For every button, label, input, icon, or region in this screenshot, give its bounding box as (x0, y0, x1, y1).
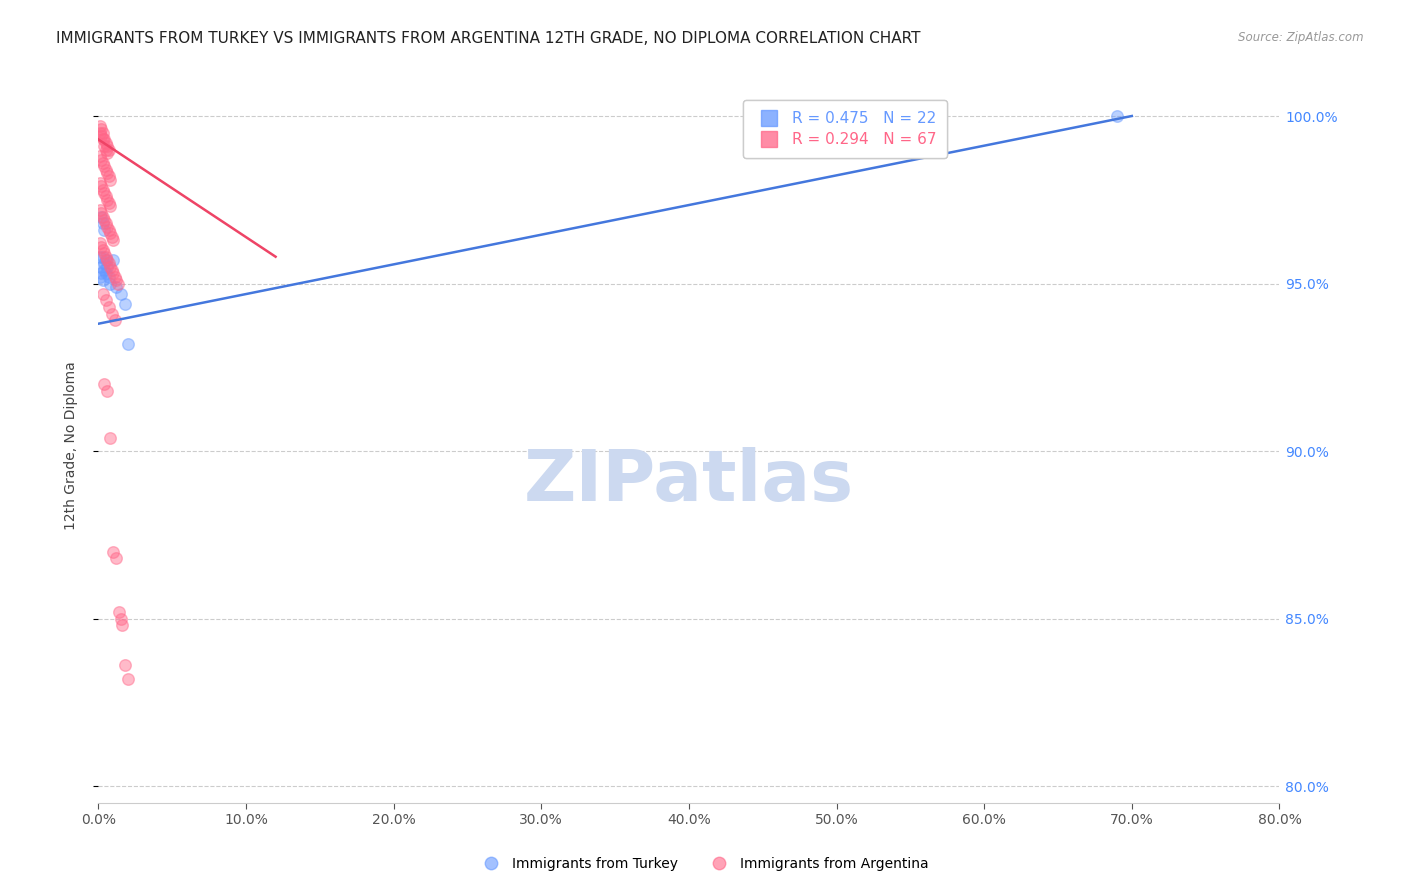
Point (117, 672, 139, 686)
Point (100, 307, 122, 321)
Point (94, 189, 117, 203)
Point (90, 153, 112, 167)
Point (89, 119, 111, 133)
Legend: R = 0.475   N = 22, R = 0.294   N = 67: R = 0.475 N = 22, R = 0.294 N = 67 (742, 101, 948, 158)
Point (96, 384, 118, 398)
Point (94, 267, 117, 281)
Point (93, 246, 115, 260)
Point (90, 260, 112, 274)
Point (93, 377, 115, 392)
Point (93, 186, 115, 200)
Point (98, 277, 121, 291)
Point (89, 236, 111, 251)
Point (89, 126, 111, 140)
Point (91, 273, 114, 287)
Point (96, 260, 118, 274)
Point (91, 156, 114, 170)
Point (94, 162, 117, 177)
Point (96, 145, 118, 160)
Point (98, 199, 121, 213)
Point (105, 273, 128, 287)
Point (90, 240, 112, 254)
Point (93, 159, 115, 173)
Point (97, 196, 120, 211)
Point (89, 269, 111, 284)
Point (90, 129, 112, 144)
Point (97, 223, 120, 237)
Point (94, 136, 117, 150)
Point (111, 618, 134, 632)
Point (93, 139, 115, 153)
Point (98, 172, 121, 186)
Point (94, 253, 117, 268)
Point (114, 296, 136, 310)
Point (108, 605, 131, 619)
Point (107, 277, 129, 291)
Text: Source: ZipAtlas.com: Source: ZipAtlas.com (1239, 31, 1364, 45)
Point (91, 243, 114, 257)
Point (93, 132, 115, 146)
Point (110, 286, 132, 301)
Point (105, 551, 128, 566)
Point (93, 223, 115, 237)
Point (105, 280, 128, 294)
Point (94, 216, 117, 230)
Point (93, 256, 115, 270)
Point (91, 183, 114, 197)
Point (103, 233, 125, 247)
Point (89, 176, 111, 190)
Point (1107, 109, 1129, 123)
Point (100, 229, 122, 244)
Point (110, 611, 132, 625)
Point (98, 260, 121, 274)
Point (98, 431, 121, 445)
Point (93, 263, 115, 277)
Legend: Immigrants from Turkey, Immigrants from Argentina: Immigrants from Turkey, Immigrants from … (471, 851, 935, 876)
Point (91, 250, 114, 264)
Point (97, 169, 120, 184)
Point (103, 544, 125, 558)
Y-axis label: 12th Grade, No Diploma: 12th Grade, No Diploma (63, 361, 77, 531)
Point (93, 212, 115, 227)
Point (89, 149, 111, 163)
Point (96, 166, 118, 180)
Point (90, 210, 112, 224)
Point (117, 336, 139, 351)
Text: IMMIGRANTS FROM TURKEY VS IMMIGRANTS FROM ARGENTINA 12TH GRADE, NO DIPLOMA CORRE: IMMIGRANTS FROM TURKEY VS IMMIGRANTS FRO… (56, 31, 921, 46)
Point (114, 658, 136, 673)
Point (90, 206, 112, 220)
Point (97, 143, 120, 157)
Point (97, 256, 120, 270)
Point (104, 269, 127, 284)
Point (94, 250, 117, 264)
Point (96, 219, 118, 234)
Point (94, 143, 117, 157)
Point (100, 263, 122, 277)
Point (91, 216, 114, 230)
Point (104, 313, 127, 327)
Point (96, 193, 118, 207)
Point (96, 139, 118, 153)
Point (97, 269, 120, 284)
Text: ZIPatlas: ZIPatlas (524, 447, 853, 516)
Point (98, 227, 121, 241)
Point (90, 179, 112, 194)
Point (91, 126, 114, 140)
Point (94, 293, 117, 308)
Point (91, 132, 114, 146)
Point (103, 253, 125, 268)
Point (91, 286, 114, 301)
Point (90, 267, 112, 281)
Point (89, 202, 111, 217)
Point (96, 253, 118, 268)
Point (91, 210, 114, 224)
Point (97, 300, 120, 314)
Point (103, 267, 125, 281)
Point (89, 250, 111, 264)
Point (90, 122, 112, 136)
